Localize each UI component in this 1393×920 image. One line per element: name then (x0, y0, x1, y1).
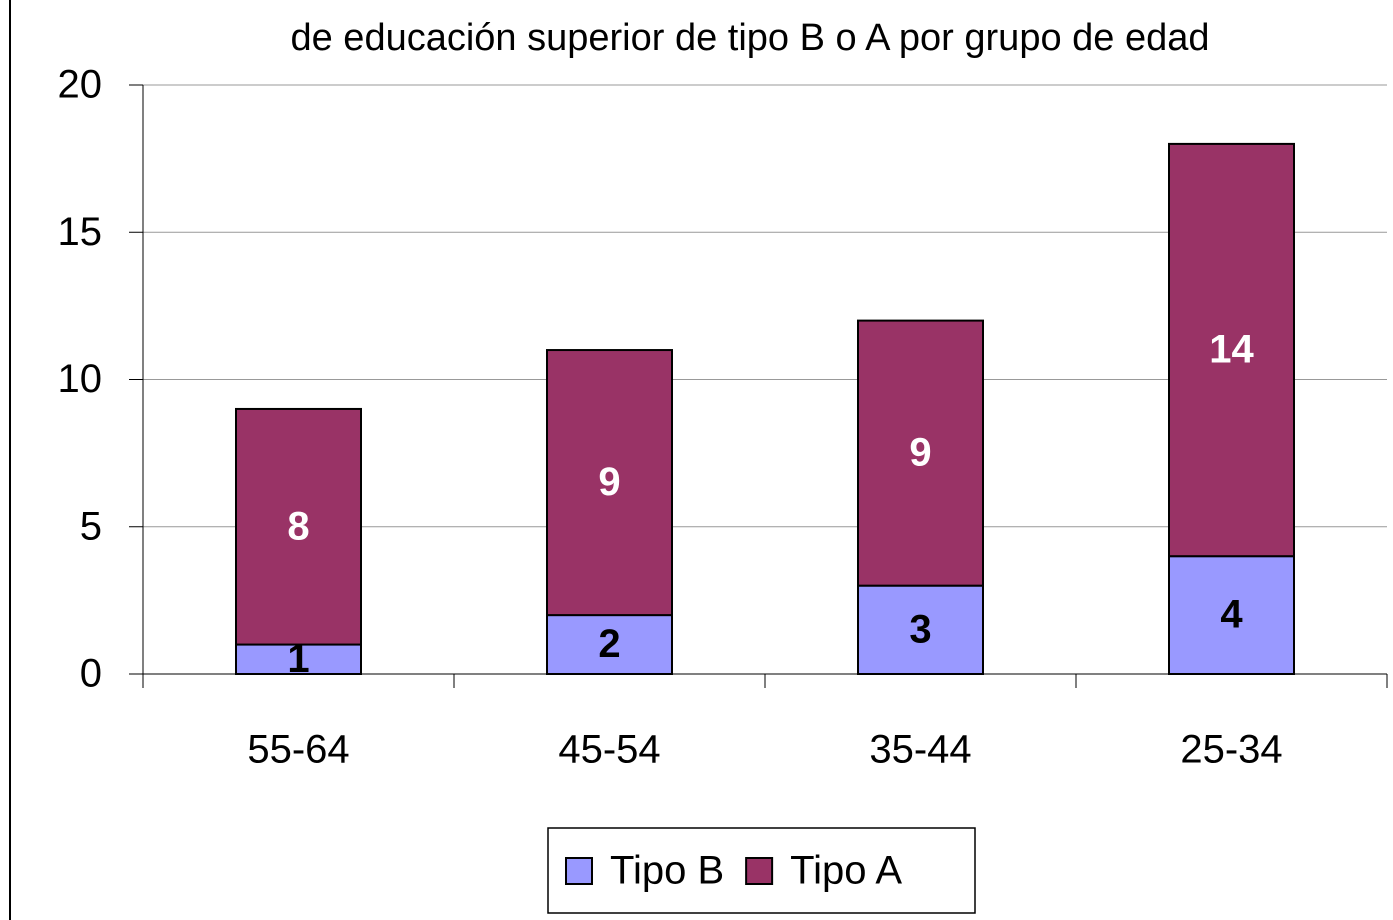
x-tick-label: 45-54 (558, 728, 660, 772)
data-label: 2 (598, 622, 620, 666)
x-tick-label: 35-44 (869, 728, 971, 772)
x-tick-label: 25-34 (1180, 728, 1282, 772)
y-tick-label: 15 (58, 210, 103, 254)
legend-swatch (745, 857, 774, 885)
bar-segment (857, 319, 984, 587)
y-tick-label: 5 (80, 504, 102, 548)
bar-segment (857, 584, 984, 676)
data-label: 9 (598, 460, 620, 504)
bar-segment (1168, 142, 1295, 558)
bar-segment (546, 349, 673, 617)
y-tick-label: 20 (58, 63, 103, 107)
legend-label: Tipo A (790, 849, 902, 893)
chart-title: de educación superior de tipo B o A por … (290, 17, 1209, 59)
data-label: 8 (287, 504, 309, 548)
bar-segment (235, 407, 362, 646)
data-label: 3 (909, 607, 931, 651)
data-label: 9 (909, 431, 931, 475)
data-label: 14 (1209, 328, 1254, 372)
y-tick-label: 0 (80, 652, 102, 696)
data-label: 1 (287, 637, 309, 681)
legend-swatch (565, 857, 593, 885)
y-tick-label: 10 (58, 357, 103, 401)
bar-segment (1168, 555, 1295, 676)
data-label: 4 (1220, 593, 1243, 637)
x-tick-label: 55-64 (247, 728, 349, 772)
legend-label: Tipo B (610, 849, 724, 893)
